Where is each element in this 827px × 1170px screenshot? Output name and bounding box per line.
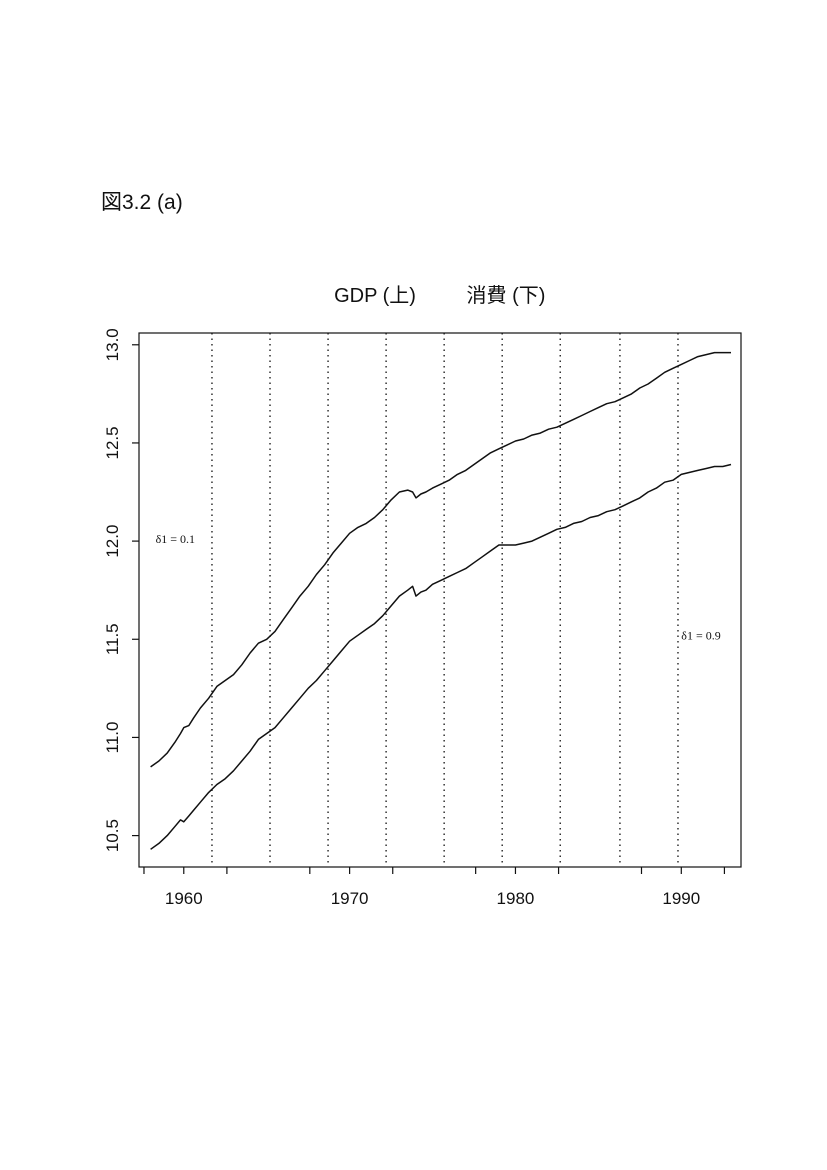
y-tick-label: 10.5 (103, 819, 122, 852)
chart-annotation: δ1 = 0.9 (681, 628, 720, 642)
figure-label: 図3.2 (a) (101, 191, 183, 214)
series-layer (150, 351, 732, 850)
x-tick-label: 1980 (497, 889, 535, 908)
x-tick-label: 1960 (165, 889, 203, 908)
x-axis: 1960 1970 1980 1990 (143, 867, 726, 908)
chart-annotation: δ1 = 0.1 (156, 532, 195, 546)
y-tick-label: 12.0 (103, 525, 122, 558)
chart-title-left: GDP (上) (334, 284, 416, 307)
y-tick-label: 11.0 (103, 722, 122, 754)
chart-title-right: 消費 (下) (467, 284, 546, 307)
y-tick-label: 12.5 (103, 426, 122, 459)
x-tick-label: 1990 (662, 889, 700, 908)
annotations: δ1 = 0.1 δ1 = 0.9 (156, 532, 721, 642)
y-axis: 10.5 11.0 11.5 12.0 12.5 13.0 (103, 328, 139, 852)
series-line-1 (150, 351, 731, 768)
y-tick-label: 13.0 (103, 328, 122, 361)
vertical-dotted-lines (211, 333, 679, 867)
y-tick-label: 11.5 (103, 623, 122, 655)
plot-frame (138, 332, 742, 868)
series-line-2 (150, 463, 732, 850)
x-tick-label: 1970 (331, 889, 369, 908)
